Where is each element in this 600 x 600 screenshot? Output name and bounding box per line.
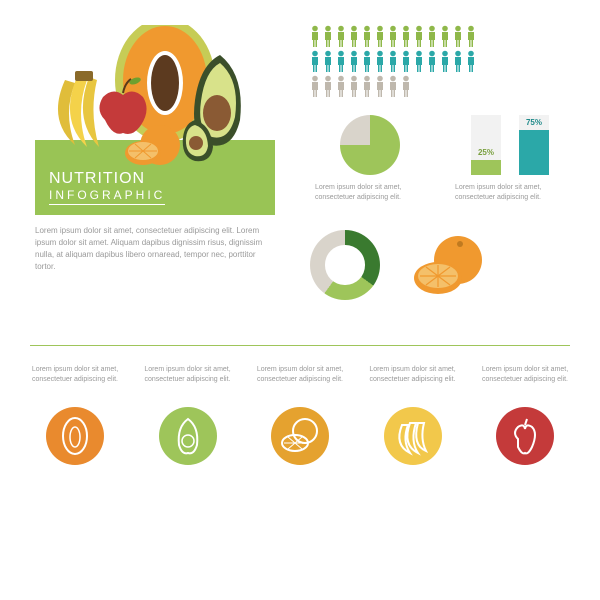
infographic-canvas: NUTRITION INFOGRAPHIC [0,0,600,600]
person-icon [375,50,385,72]
apple-icon [496,407,554,465]
person-icon [414,25,424,47]
person-icon [427,25,437,47]
pie-caption: Lorem ipsum dolor sit amet, consectetuer… [315,183,425,203]
pie-chart [340,115,400,175]
person-icon [401,50,411,72]
icon-caption: Lorem ipsum dolor sit amet, consectetuer… [368,365,458,397]
person-icon [310,25,320,47]
person-icon [349,50,359,72]
person-icon [427,50,437,72]
pie-chart-block: Lorem ipsum dolor sit amet, consectetuer… [310,115,430,203]
person-icon [310,50,320,72]
person-icon [375,75,385,97]
fruit-illustration [45,25,265,165]
person-icon [362,50,372,72]
donut-chart [310,230,380,300]
person-icon [349,75,359,97]
orange-icon [271,407,329,465]
section-divider [30,345,570,346]
person-icon [401,75,411,97]
bar: 75% [519,115,549,175]
person-icon [323,75,333,97]
orange-icon [410,230,490,300]
person-icon [401,25,411,47]
people-row [310,50,570,72]
person-icon [466,50,476,72]
hero-body-text: Lorem ipsum dolor sit amet, consectetuer… [35,225,275,273]
person-icon [466,25,476,47]
mid-row [310,230,570,300]
bar-chart-block: 25% 75% Lorem ipsum dolor sit amet, conse… [450,115,570,203]
person-icon [388,75,398,97]
icon-caption: Lorem ipsum dolor sit amet, consectetuer… [30,365,120,397]
person-icon [362,25,372,47]
person-icon [375,25,385,47]
person-icon [336,50,346,72]
bar: 25% [471,115,501,175]
icon-caption: Lorem ipsum dolor sit amet, consectetuer… [143,365,233,397]
hero-title: NUTRITION [49,170,261,188]
person-icon [323,25,333,47]
icon-caption: Lorem ipsum dolor sit amet, consectetuer… [480,365,570,397]
icon-column: Lorem ipsum dolor sit amet, consectetuer… [30,365,120,465]
icon-column: Lorem ipsum dolor sit amet, consectetuer… [255,365,345,465]
bar-chart: 25% 75% [471,115,549,175]
bar-value-label: 25% [471,148,501,157]
charts-row: Lorem ipsum dolor sit amet, consectetuer… [310,115,570,203]
person-icon [323,50,333,72]
avocado-icon [159,407,217,465]
papaya-icon [46,407,104,465]
bar-caption: Lorem ipsum dolor sit amet, consectetuer… [455,183,565,203]
person-icon [349,25,359,47]
icon-column: Lorem ipsum dolor sit amet, consectetuer… [368,365,458,465]
bar-value-label: 75% [519,118,549,127]
icon-caption: Lorem ipsum dolor sit amet, consectetuer… [255,365,345,397]
right-column: Lorem ipsum dolor sit amet, consectetuer… [310,25,570,203]
person-icon [414,50,424,72]
person-icon [388,50,398,72]
person-icon [453,25,463,47]
people-row [310,75,570,97]
person-icon [453,50,463,72]
people-row [310,25,570,47]
person-icon [440,50,450,72]
person-icon [440,25,450,47]
icon-column: Lorem ipsum dolor sit amet, consectetuer… [143,365,233,465]
bottom-icon-row: Lorem ipsum dolor sit amet, consectetuer… [30,365,570,465]
hero-subtitle: INFOGRAPHIC [49,188,165,205]
icon-column: Lorem ipsum dolor sit amet, consectetuer… [480,365,570,465]
banana-icon [384,407,442,465]
person-icon [310,75,320,97]
person-icon [388,25,398,47]
person-icon [336,25,346,47]
person-icon [362,75,372,97]
person-icon [336,75,346,97]
people-rows [310,25,570,97]
